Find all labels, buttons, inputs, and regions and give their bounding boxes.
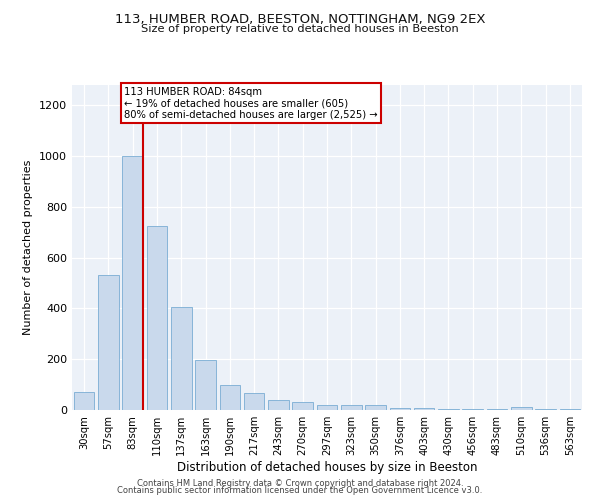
Bar — [244, 394, 265, 410]
Bar — [220, 384, 240, 410]
Text: Contains HM Land Registry data © Crown copyright and database right 2024.: Contains HM Land Registry data © Crown c… — [137, 478, 463, 488]
Y-axis label: Number of detached properties: Number of detached properties — [23, 160, 34, 335]
Bar — [122, 156, 143, 410]
Bar — [195, 360, 216, 410]
Text: 113, HUMBER ROAD, BEESTON, NOTTINGHAM, NG9 2EX: 113, HUMBER ROAD, BEESTON, NOTTINGHAM, N… — [115, 12, 485, 26]
Bar — [463, 408, 483, 410]
Bar — [414, 408, 434, 410]
Bar — [292, 402, 313, 410]
Bar — [146, 226, 167, 410]
Bar — [511, 408, 532, 410]
Bar — [365, 406, 386, 410]
Bar — [535, 408, 556, 410]
Bar — [74, 392, 94, 410]
X-axis label: Distribution of detached houses by size in Beeston: Distribution of detached houses by size … — [177, 461, 477, 474]
Text: Size of property relative to detached houses in Beeston: Size of property relative to detached ho… — [141, 24, 459, 34]
Bar — [268, 400, 289, 410]
Bar — [341, 406, 362, 410]
Bar — [438, 408, 459, 410]
Bar — [98, 276, 119, 410]
Text: 113 HUMBER ROAD: 84sqm
← 19% of detached houses are smaller (605)
80% of semi-de: 113 HUMBER ROAD: 84sqm ← 19% of detached… — [124, 86, 378, 120]
Bar — [317, 406, 337, 410]
Bar — [487, 408, 508, 410]
Bar — [560, 408, 580, 410]
Bar — [389, 408, 410, 410]
Bar — [171, 307, 191, 410]
Text: Contains public sector information licensed under the Open Government Licence v3: Contains public sector information licen… — [118, 486, 482, 495]
